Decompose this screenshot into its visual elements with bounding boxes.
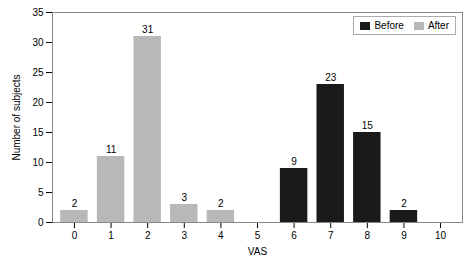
svg-text:10: 10	[32, 157, 44, 168]
svg-text:35: 35	[32, 7, 44, 18]
svg-text:30: 30	[32, 37, 44, 48]
svg-text:23: 23	[325, 72, 337, 83]
svg-text:10: 10	[435, 230, 447, 241]
svg-text:6: 6	[291, 230, 297, 241]
svg-text:5: 5	[255, 230, 261, 241]
svg-text:15: 15	[362, 120, 374, 131]
svg-text:2: 2	[145, 230, 151, 241]
svg-text:9: 9	[401, 230, 407, 241]
svg-text:11: 11	[106, 144, 117, 155]
svg-text:2: 2	[401, 198, 407, 209]
svg-text:0: 0	[38, 217, 44, 228]
svg-text:3: 3	[182, 192, 188, 203]
svg-text:20: 20	[32, 97, 44, 108]
svg-text:25: 25	[32, 67, 44, 78]
svg-text:15: 15	[32, 127, 44, 138]
svg-text:4: 4	[218, 230, 224, 241]
svg-text:0: 0	[72, 230, 78, 241]
svg-text:3: 3	[182, 230, 188, 241]
svg-text:8: 8	[365, 230, 371, 241]
svg-text:9: 9	[291, 156, 297, 167]
html-text:After: After	[427, 20, 449, 31]
svg-text:2: 2	[218, 198, 224, 209]
svg-text:2: 2	[72, 198, 78, 209]
svg-text:VAS: VAS	[248, 246, 268, 257]
svg-text:7: 7	[328, 230, 334, 241]
svg-text:31: 31	[142, 24, 154, 35]
html-text:Before: Before	[374, 20, 404, 31]
svg-text:5: 5	[38, 187, 44, 198]
svg-text:1: 1	[108, 230, 114, 241]
svg-text:Number of subjects: Number of subjects	[11, 74, 22, 160]
